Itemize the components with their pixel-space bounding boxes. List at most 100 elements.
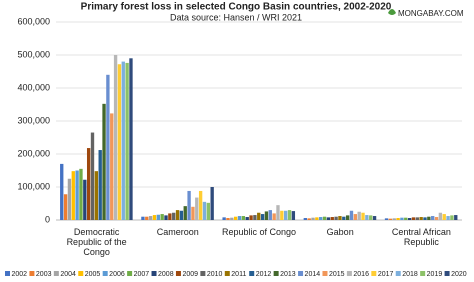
bar xyxy=(141,216,145,220)
y-tick-label: 500,000 xyxy=(17,49,50,59)
bar xyxy=(334,216,338,220)
bar xyxy=(423,217,427,220)
chart-title: Primary forest loss in selected Congo Ba… xyxy=(81,2,392,13)
bar xyxy=(322,216,327,220)
bar xyxy=(384,218,389,220)
bar xyxy=(233,216,238,220)
legend-label: 2013 xyxy=(280,271,296,278)
bar xyxy=(195,197,199,220)
legend-label: 2020 xyxy=(451,271,467,278)
bar xyxy=(222,217,226,220)
bar xyxy=(90,132,95,220)
bar xyxy=(113,55,118,220)
bar xyxy=(326,217,331,220)
bar xyxy=(152,215,157,220)
y-tick-label: 100,000 xyxy=(17,181,50,191)
legend-label: 2015 xyxy=(329,271,345,278)
bar xyxy=(311,217,315,220)
legend-label: 2002 xyxy=(12,271,28,278)
bar xyxy=(419,217,423,220)
bar xyxy=(86,148,91,220)
bar xyxy=(206,202,210,220)
legend-swatch xyxy=(298,271,304,276)
bar xyxy=(260,214,265,220)
bar xyxy=(276,205,280,220)
y-tick-label: 600,000 xyxy=(17,16,50,26)
bar xyxy=(121,61,125,220)
bar xyxy=(175,210,180,220)
y-tick-label: 300,000 xyxy=(17,115,50,125)
legend-label: 2014 xyxy=(305,271,321,278)
bar xyxy=(129,58,133,220)
legend-swatch xyxy=(249,271,255,276)
legend-label: 2019 xyxy=(427,271,443,278)
legend-swatch xyxy=(273,271,279,276)
bar xyxy=(438,212,443,220)
bar xyxy=(75,170,79,220)
bar xyxy=(319,217,323,220)
bar xyxy=(280,210,284,220)
bar xyxy=(125,62,129,220)
bar xyxy=(202,201,207,220)
bar xyxy=(303,218,308,220)
legend-label: 2012 xyxy=(256,271,272,278)
bar xyxy=(102,103,106,220)
bar xyxy=(434,217,439,220)
bar xyxy=(365,215,369,220)
bar xyxy=(67,178,72,220)
legend-swatch xyxy=(444,271,450,276)
bar xyxy=(183,206,187,220)
bar xyxy=(156,214,160,220)
logo: MONGABAY.COM xyxy=(398,9,464,18)
bar xyxy=(361,212,365,220)
bar xyxy=(164,215,168,220)
bar xyxy=(179,210,184,220)
bar xyxy=(446,216,450,220)
x-tick-label: Gabon xyxy=(326,227,354,237)
bar xyxy=(330,217,334,220)
bar xyxy=(253,215,257,220)
bar xyxy=(272,213,276,220)
legend-swatch xyxy=(200,271,206,276)
bar xyxy=(198,190,203,220)
y-tick-label: 400,000 xyxy=(17,82,50,92)
bar xyxy=(357,211,361,220)
bar xyxy=(338,216,342,220)
legend-label: 2011 xyxy=(231,271,246,278)
bar xyxy=(349,210,354,220)
bar xyxy=(63,194,68,220)
bar xyxy=(342,216,346,220)
legend-swatch xyxy=(102,271,108,276)
bar xyxy=(241,216,246,220)
bar xyxy=(79,168,83,220)
bar xyxy=(268,210,272,220)
x-tick-label: Republic of Congo xyxy=(221,227,297,237)
bar xyxy=(345,215,350,220)
bar xyxy=(106,74,110,220)
legend-swatch xyxy=(127,271,133,276)
legend-swatch xyxy=(420,271,426,276)
bar xyxy=(60,163,64,220)
bar xyxy=(431,216,435,220)
legend-swatch xyxy=(371,271,377,276)
legend-label: 2008 xyxy=(158,271,174,278)
bar xyxy=(117,64,122,221)
x-tick-label: Central African Republic xyxy=(391,227,451,247)
legend-swatch xyxy=(346,271,352,276)
bar xyxy=(98,150,102,220)
legend-swatch xyxy=(53,271,59,276)
bar xyxy=(168,213,172,220)
legend-label: 2003 xyxy=(36,271,52,278)
x-tick-label: Cameroon xyxy=(156,227,199,237)
bar xyxy=(392,218,396,220)
bar xyxy=(353,214,358,220)
bar xyxy=(264,211,269,220)
bar xyxy=(245,217,249,220)
legend-swatch xyxy=(29,271,35,276)
bar xyxy=(388,218,393,220)
bar xyxy=(291,211,296,220)
legend-swatch xyxy=(78,271,84,276)
bar xyxy=(442,214,446,220)
legend-label: 2004 xyxy=(60,271,76,278)
